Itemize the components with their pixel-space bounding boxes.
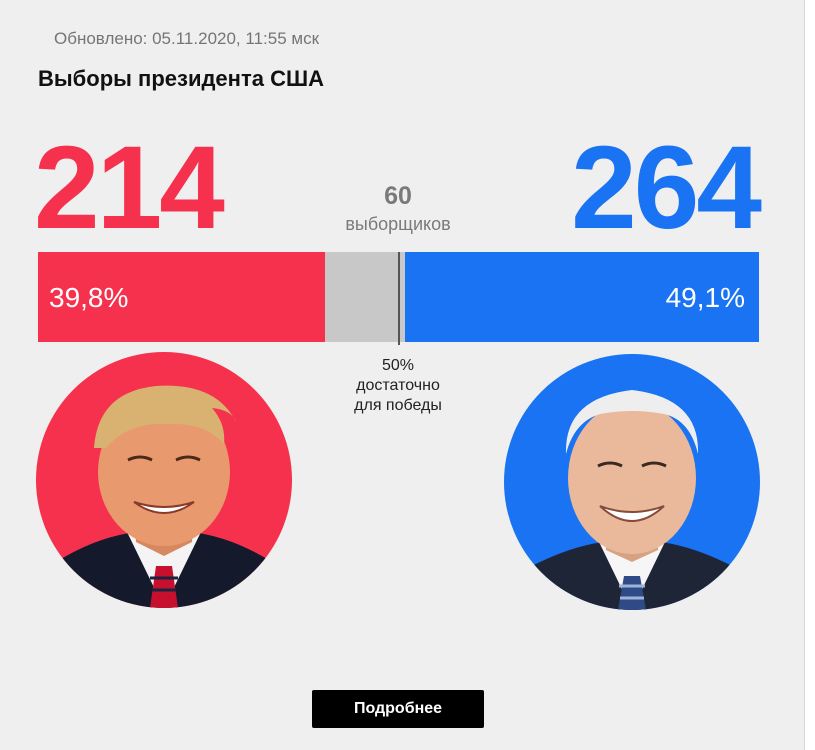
left-candidate-bar-segment: 39,8%	[38, 252, 325, 342]
remaining-electors-label: выборщиков	[345, 214, 451, 234]
majority-threshold-label: 50% достаточно для победы	[328, 356, 468, 416]
threshold-percent: 50%	[381, 357, 415, 374]
left-vote-percent: 39,8%	[49, 282, 129, 313]
left-candidate-portrait	[36, 352, 292, 608]
left-electors-count: 214	[34, 122, 225, 254]
right-electors-count: 264	[571, 122, 762, 254]
threshold-text-line3: для победы	[354, 397, 442, 414]
updated-timestamp: Обновлено: 05.11.2020, 11:55 мск	[54, 29, 320, 48]
right-candidate-bar-segment: 49,1%	[405, 252, 759, 342]
page-edge-divider	[804, 0, 805, 750]
majority-threshold-line	[398, 252, 400, 345]
page-title: Выборы президента США	[38, 66, 324, 91]
right-vote-percent: 49,1%	[665, 282, 745, 313]
more-details-button[interactable]: Подробнее	[312, 690, 484, 728]
right-candidate-portrait	[504, 354, 760, 610]
threshold-text-line2: достаточно	[356, 377, 440, 394]
remaining-electors-count: 60	[384, 182, 412, 210]
